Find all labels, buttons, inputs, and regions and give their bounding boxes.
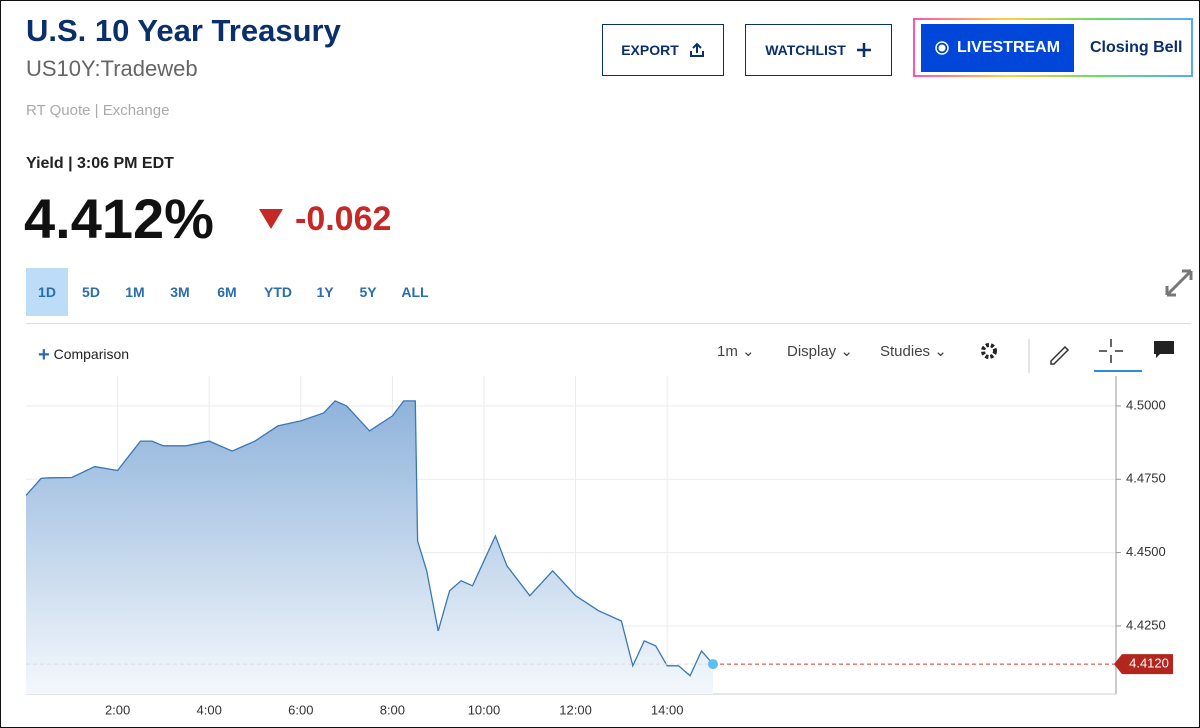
separator bbox=[26, 323, 1191, 324]
live-icon bbox=[935, 41, 949, 55]
y-tick-label: 4.5000 bbox=[1126, 397, 1166, 412]
y-tick-label: 4.4250 bbox=[1126, 617, 1166, 632]
comparison-button[interactable]: + Comparison bbox=[38, 344, 130, 366]
y-tick-label: 4.4500 bbox=[1126, 544, 1166, 559]
last-tag bbox=[1114, 654, 1173, 675]
x-tick-label: 2:00 bbox=[105, 702, 130, 717]
range-tab[interactable]: 6M bbox=[217, 284, 237, 300]
range-tab[interactable]: 1Y bbox=[316, 284, 334, 300]
export-label: EXPORT bbox=[621, 42, 679, 58]
title: U.S. 10 Year Treasury bbox=[26, 13, 341, 48]
display-label: Display bbox=[787, 343, 837, 360]
range-tab[interactable]: ALL bbox=[401, 284, 429, 300]
interval-label: 1m bbox=[717, 343, 738, 360]
comparison-label: Comparison bbox=[53, 346, 130, 362]
x-tick-label: 14:00 bbox=[651, 702, 684, 717]
x-tick-label: 8:00 bbox=[380, 702, 405, 717]
livestream-button[interactable]: LIVESTREAM bbox=[921, 24, 1074, 72]
comment-icon[interactable] bbox=[1154, 341, 1174, 358]
line bbox=[25, 400, 714, 677]
export-button[interactable]: EXPORT bbox=[602, 24, 724, 76]
range-tab[interactable]: YTD bbox=[264, 284, 292, 300]
settings-icon[interactable] bbox=[981, 343, 997, 359]
crosshair-icon[interactable] bbox=[1099, 339, 1123, 363]
plus-icon bbox=[856, 43, 871, 57]
interval-menu[interactable]: 1m ⌄ bbox=[717, 343, 755, 360]
x-tick-label: 10:00 bbox=[468, 702, 501, 717]
x-tick-label: 6:00 bbox=[288, 702, 313, 717]
expand-icon[interactable] bbox=[1163, 267, 1195, 299]
show-name[interactable]: Closing Bell bbox=[1090, 39, 1183, 56]
export-icon bbox=[689, 42, 704, 57]
watchlist-button[interactable]: WATCHLIST bbox=[745, 24, 892, 76]
livestream-label: LIVESTREAM bbox=[956, 39, 1061, 56]
range-tab[interactable]: 5Y bbox=[359, 284, 377, 300]
draw-icon[interactable] bbox=[1050, 345, 1070, 365]
price: 4.412% bbox=[24, 187, 214, 250]
x-tick-label: 4:00 bbox=[197, 702, 222, 717]
x-tick-label: 12:00 bbox=[559, 702, 592, 717]
change: -0.062 bbox=[295, 200, 392, 238]
quote-type: RT Quote | Exchange bbox=[26, 102, 170, 119]
range-tab[interactable]: 1D bbox=[26, 268, 68, 316]
range-tab[interactable]: 3M bbox=[170, 284, 190, 300]
range-tab[interactable]: 1M bbox=[125, 284, 145, 300]
watchlist-label: WATCHLIST bbox=[765, 42, 846, 58]
range-tab[interactable]: 5D bbox=[82, 284, 100, 300]
symbol: US10Y:Tradeweb bbox=[26, 56, 198, 81]
toolbar-icons bbox=[981, 339, 1174, 373]
studies-menu[interactable]: Studies ⌄ bbox=[880, 343, 947, 360]
yield-time: Yield | 3:06 PM EDT bbox=[26, 155, 174, 172]
last-label: 4.4120 bbox=[1129, 656, 1169, 671]
area bbox=[26, 400, 713, 694]
last-point bbox=[707, 659, 718, 670]
y-tick-label: 4.4750 bbox=[1126, 471, 1166, 486]
display-menu[interactable]: Display ⌄ bbox=[787, 343, 853, 360]
studies-label: Studies bbox=[880, 343, 931, 360]
down-arrow bbox=[259, 209, 283, 229]
